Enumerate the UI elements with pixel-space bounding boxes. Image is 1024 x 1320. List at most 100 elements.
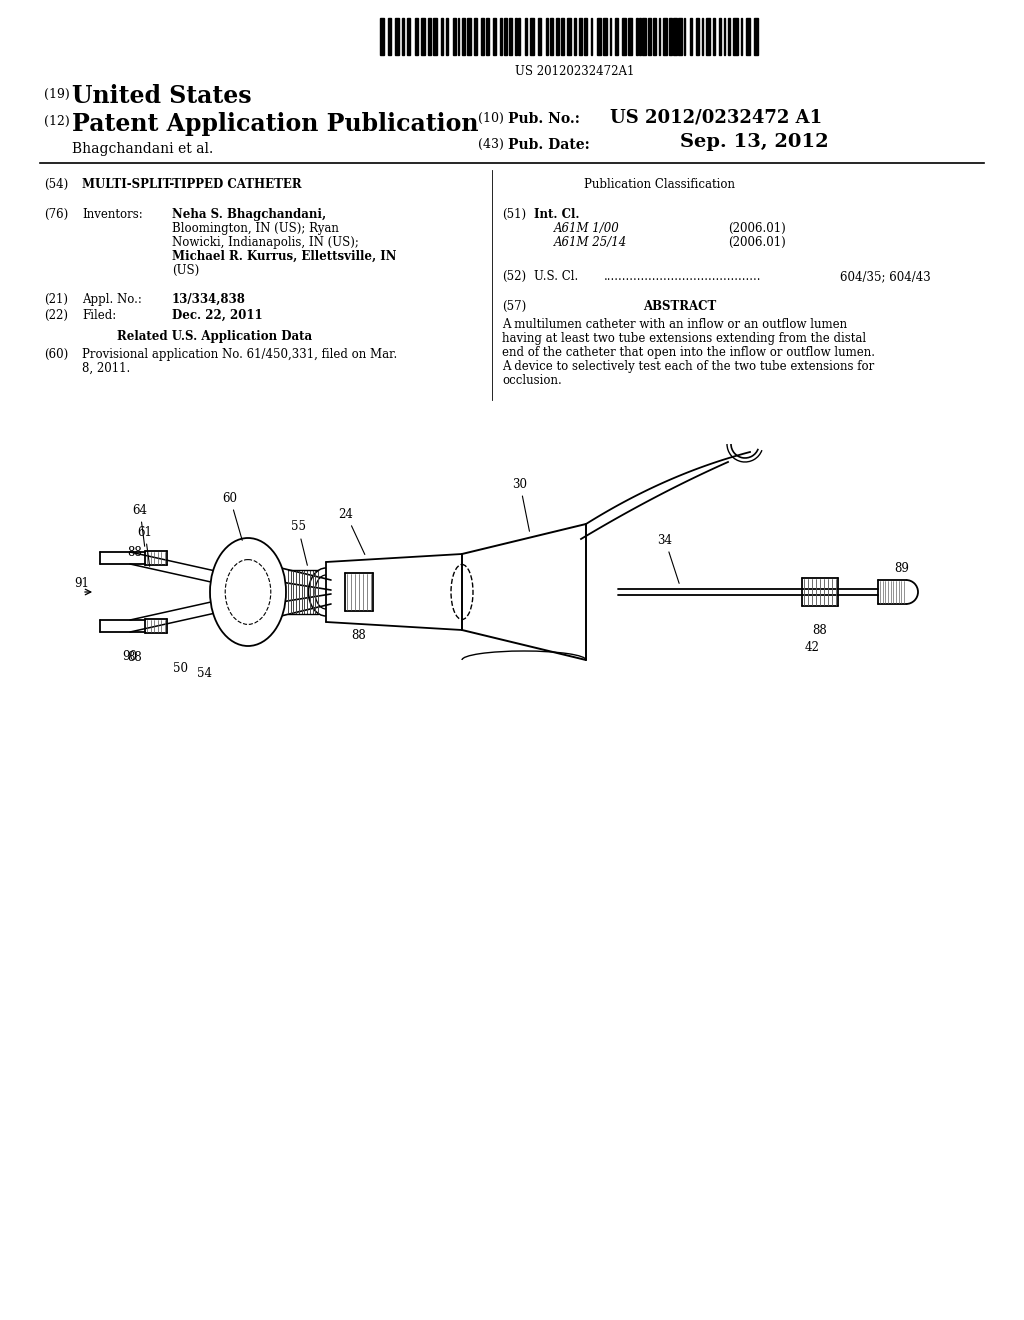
Text: Pub. Date:: Pub. Date:: [508, 139, 590, 152]
Text: 13/334,838: 13/334,838: [172, 293, 246, 306]
Text: A61M 1/00: A61M 1/00: [554, 222, 620, 235]
Text: 60: 60: [222, 491, 243, 540]
Text: (51): (51): [502, 209, 526, 220]
Bar: [701, 18, 703, 55]
Bar: [408, 18, 411, 55]
Text: (43): (43): [478, 139, 504, 150]
Bar: [639, 18, 641, 55]
Bar: [745, 18, 750, 55]
Text: MULTI-SPLIT-TIPPED CATHETER: MULTI-SPLIT-TIPPED CATHETER: [82, 178, 302, 191]
Text: (54): (54): [44, 178, 69, 191]
Text: 88: 88: [351, 630, 367, 642]
Text: Int. Cl.: Int. Cl.: [534, 209, 580, 220]
Text: Patent Application Publication: Patent Application Publication: [72, 112, 478, 136]
Bar: [493, 18, 496, 55]
Text: Appl. No.:: Appl. No.:: [82, 293, 142, 306]
Text: Related U.S. Application Data: Related U.S. Application Data: [118, 330, 312, 343]
Text: Nowicki, Indianapolis, IN (US);: Nowicki, Indianapolis, IN (US);: [172, 236, 358, 249]
Text: U.S. Cl.: U.S. Cl.: [534, 271, 579, 282]
Text: (57): (57): [502, 300, 526, 313]
Bar: [441, 18, 442, 55]
Bar: [580, 18, 582, 55]
Text: US 2012/0232472 A1: US 2012/0232472 A1: [610, 108, 822, 125]
Bar: [622, 18, 626, 55]
Text: 88: 88: [128, 546, 142, 558]
Bar: [658, 18, 660, 55]
Text: 88: 88: [813, 624, 827, 638]
Text: 55: 55: [291, 520, 307, 565]
Text: (2006.01): (2006.01): [728, 222, 785, 235]
Bar: [719, 18, 721, 55]
Text: having at least two tube extensions extending from the distal: having at least two tube extensions exte…: [502, 333, 866, 345]
Bar: [733, 18, 737, 55]
Bar: [628, 18, 632, 55]
Bar: [696, 18, 698, 55]
Bar: [678, 18, 682, 55]
Text: A device to selectively test each of the two tube extensions for: A device to selectively test each of the…: [502, 360, 874, 374]
Bar: [673, 18, 677, 55]
Text: (22): (22): [44, 309, 68, 322]
Text: 54: 54: [198, 667, 213, 680]
Text: (52): (52): [502, 271, 526, 282]
Text: Dec. 22, 2011: Dec. 22, 2011: [172, 309, 262, 322]
Text: 34: 34: [657, 533, 679, 583]
Text: 8, 2011.: 8, 2011.: [82, 362, 130, 375]
Text: (21): (21): [44, 293, 68, 306]
Bar: [453, 18, 457, 55]
Text: 90: 90: [123, 649, 137, 663]
Bar: [754, 18, 758, 55]
Bar: [724, 18, 725, 55]
Text: A multilumen catheter with an inflow or an outflow lumen: A multilumen catheter with an inflow or …: [502, 318, 847, 331]
Bar: [684, 18, 685, 55]
Text: 42: 42: [805, 642, 819, 653]
Text: (19): (19): [44, 88, 70, 102]
Bar: [415, 18, 418, 55]
Text: 50: 50: [172, 663, 187, 675]
Bar: [474, 18, 477, 55]
Bar: [597, 18, 601, 55]
Bar: [550, 18, 553, 55]
Bar: [652, 18, 655, 55]
Bar: [714, 18, 715, 55]
Bar: [614, 18, 618, 55]
Bar: [561, 18, 563, 55]
Bar: [689, 18, 692, 55]
Bar: [728, 18, 730, 55]
Text: US 20120232472A1: US 20120232472A1: [515, 65, 635, 78]
Bar: [481, 18, 484, 55]
Bar: [636, 18, 638, 55]
Bar: [530, 18, 535, 55]
Bar: [395, 18, 399, 55]
Bar: [388, 18, 391, 55]
Text: Bhagchandani et al.: Bhagchandani et al.: [72, 143, 213, 156]
Bar: [518, 18, 520, 55]
Bar: [538, 18, 542, 55]
Text: Neha S. Bhagchandani,: Neha S. Bhagchandani,: [172, 209, 326, 220]
Bar: [556, 18, 559, 55]
Bar: [427, 18, 431, 55]
Bar: [509, 18, 512, 55]
Bar: [642, 18, 645, 55]
Bar: [458, 18, 459, 55]
Bar: [515, 18, 517, 55]
Text: Filed:: Filed:: [82, 309, 117, 322]
Text: Michael R. Kurrus, Ellettsville, IN: Michael R. Kurrus, Ellettsville, IN: [172, 249, 396, 263]
Text: 61: 61: [137, 525, 153, 566]
Text: 30: 30: [512, 478, 529, 531]
Bar: [740, 18, 742, 55]
Bar: [433, 18, 437, 55]
Text: (76): (76): [44, 209, 69, 220]
Bar: [584, 18, 588, 55]
Bar: [467, 18, 471, 55]
Text: A61M 25/14: A61M 25/14: [554, 236, 628, 249]
Text: 89: 89: [895, 562, 909, 576]
Text: (US): (US): [172, 264, 200, 277]
Text: ..........................................: ........................................…: [604, 271, 762, 282]
Bar: [707, 18, 711, 55]
Text: Sep. 13, 2012: Sep. 13, 2012: [680, 133, 828, 150]
Text: 91: 91: [75, 577, 89, 590]
Bar: [573, 18, 575, 55]
Bar: [446, 18, 449, 55]
Ellipse shape: [210, 539, 286, 645]
Text: Pub. No.:: Pub. No.:: [508, 112, 580, 125]
